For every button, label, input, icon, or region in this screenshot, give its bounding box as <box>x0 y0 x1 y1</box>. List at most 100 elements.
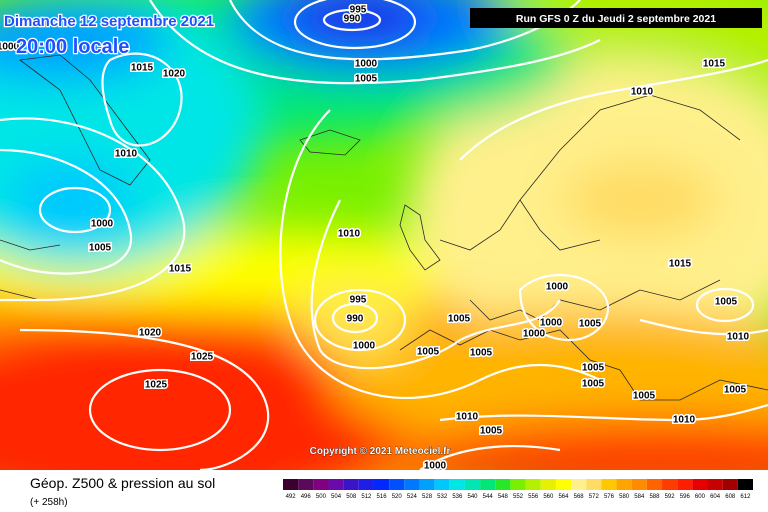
legend-label: 572 <box>589 494 600 500</box>
local-time: 20:00 locale <box>16 36 129 58</box>
isobar-label: 995 <box>350 295 367 306</box>
legend-label: 504 <box>331 494 342 500</box>
legend-swatch <box>328 479 344 490</box>
isobar-label: 1000 <box>355 59 378 70</box>
legend-label: 544 <box>483 494 494 500</box>
isobar-label: 1025 <box>145 380 168 391</box>
isobar-label: 1005 <box>448 314 471 325</box>
isobar-label: 1010 <box>727 332 750 343</box>
isobar-label: 1000 <box>0 42 20 53</box>
isobar-label: 1010 <box>631 87 654 98</box>
legend-swatch <box>313 479 329 490</box>
run-box <box>470 8 762 28</box>
isobar-label: 1015 <box>169 264 192 275</box>
legend-label: 564 <box>558 494 569 500</box>
legend-swatch <box>631 479 647 490</box>
isobar-labels: 995 990 1000 1005 1015 1020 1010 1000 1005 1015 10… <box>0 3 751 473</box>
legend-label: 524 <box>407 494 418 500</box>
isobar-label: 1000 <box>424 461 447 472</box>
isobar-label: 1000 <box>91 219 114 230</box>
legend-label: 552 <box>513 494 524 500</box>
legend-swatch <box>495 479 511 490</box>
forecast-date: Dimanche 12 septembre 2021 <box>4 13 214 30</box>
legend-label: 492 <box>286 494 297 500</box>
legend-label: 560 <box>543 494 554 500</box>
isobar-label: 1005 <box>633 391 656 402</box>
isobar-label: 1000 <box>523 329 546 340</box>
isobar-label: 1005 <box>582 363 605 374</box>
legend-swatch <box>510 479 526 490</box>
legend-swatch <box>283 479 299 490</box>
color-legend: 492 496 500 504 508 512 516 520 524 528 532 536 540 5… <box>283 479 753 500</box>
isobar-label: 1010 <box>115 149 138 160</box>
legend-swatch <box>343 479 359 490</box>
isobar-label: 1000 <box>353 341 376 352</box>
isobar-label: 1010 <box>673 415 696 426</box>
legend-label: 608 <box>725 494 736 500</box>
legend-swatch <box>480 479 496 490</box>
legend-label: 516 <box>377 494 388 500</box>
legend-label: 528 <box>422 494 433 500</box>
legend-swatch <box>555 479 572 490</box>
legend-label: 600 <box>695 494 706 500</box>
footer-bar <box>0 470 768 512</box>
legend-swatch <box>373 479 390 490</box>
legend-label: 568 <box>574 494 585 500</box>
isobars <box>0 0 768 470</box>
isobar-label: 1020 <box>139 328 162 339</box>
legend-swatch <box>722 479 738 490</box>
isobar-label: 1005 <box>715 297 738 308</box>
legend-label: 512 <box>361 494 372 500</box>
legend-label: 532 <box>437 494 448 500</box>
legend-swatch <box>419 479 435 490</box>
legend-swatch <box>525 479 541 490</box>
isobar-label: 1005 <box>579 319 602 330</box>
isobar-label: 1020 <box>163 69 186 80</box>
legend-label: 536 <box>452 494 463 500</box>
run-info: Run GFS 0 Z du Jeudi 2 septembre 2021 <box>516 13 716 25</box>
legend-label: 596 <box>680 494 691 500</box>
legend-swatch <box>692 479 708 490</box>
isobar-label: 1005 <box>89 243 112 254</box>
isobar-label: 1015 <box>703 59 726 70</box>
legend-label: 496 <box>301 494 312 500</box>
legend-swatch <box>616 479 632 490</box>
legend-label: 612 <box>740 494 751 500</box>
legend-swatch <box>449 479 465 490</box>
legend-swatch <box>586 479 602 490</box>
isobar-label: 1005 <box>724 385 747 396</box>
isobar-label: 1005 <box>355 74 378 85</box>
legend-label: 588 <box>649 494 660 500</box>
legend-swatch <box>540 479 556 490</box>
isobar-label: 1015 <box>131 63 154 74</box>
isobar-label: 1015 <box>669 259 692 270</box>
legend-label: 548 <box>498 494 509 500</box>
isobar-label: 1005 <box>582 379 605 390</box>
coastlines <box>0 54 768 401</box>
legend-label: 508 <box>346 494 357 500</box>
isobar-label: 1010 <box>456 412 479 423</box>
footer-lead: (+ 258h) <box>30 497 68 508</box>
legend-label: 520 <box>392 494 403 500</box>
isobar-label: 990 <box>344 14 361 25</box>
legend-label: 580 <box>619 494 630 500</box>
legend-swatch <box>358 479 374 490</box>
isobar-label: 1010 <box>338 229 361 240</box>
isobar-label: 1025 <box>191 352 214 363</box>
legend-label: 576 <box>604 494 615 500</box>
legend-swatch <box>677 479 693 490</box>
legend-swatch <box>464 479 481 490</box>
legend-swatch <box>662 479 678 490</box>
legend-swatch <box>707 479 723 490</box>
isobar-label: 990 <box>347 314 364 325</box>
legend-label: 604 <box>710 494 721 500</box>
legend-swatch <box>298 479 314 490</box>
isobar-label: 1000 <box>540 318 563 329</box>
legend-swatch <box>737 479 753 490</box>
isobar-label: 1005 <box>480 426 503 437</box>
footer-title: Géop. Z500 & pression au sol <box>30 475 215 491</box>
legend-label: 592 <box>665 494 676 500</box>
